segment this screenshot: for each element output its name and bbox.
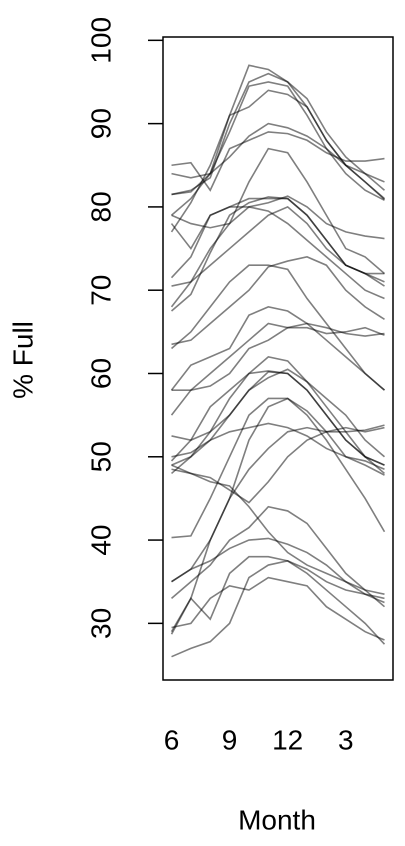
y-tick-label: 100 xyxy=(85,17,116,64)
series-line xyxy=(171,424,385,583)
series-line xyxy=(171,426,385,504)
series-line xyxy=(171,464,385,595)
x-axis-label: Month xyxy=(238,804,316,835)
series-line xyxy=(170,397,385,635)
series-line xyxy=(171,131,385,192)
series-line xyxy=(170,370,385,466)
series-line xyxy=(171,355,386,475)
series-line xyxy=(171,397,386,539)
y-tick-label: 70 xyxy=(85,275,116,306)
series-line xyxy=(171,576,385,641)
series-line xyxy=(171,370,385,466)
series-line xyxy=(171,256,385,346)
series-line xyxy=(170,555,385,633)
y-tick-label: 90 xyxy=(85,108,116,139)
series-line xyxy=(170,89,386,233)
y-tick-label: 40 xyxy=(85,524,116,555)
plot-frame xyxy=(162,36,394,681)
series-line xyxy=(170,368,386,475)
series-line xyxy=(171,560,386,658)
x-tick-label: 6 xyxy=(164,724,180,755)
y-axis-label: % Full xyxy=(7,321,38,399)
series-line xyxy=(170,206,385,300)
series-line xyxy=(170,196,385,312)
x-tick-label: 3 xyxy=(338,724,354,755)
series-line xyxy=(170,81,385,216)
series-line xyxy=(171,322,385,391)
y-tick-label: 30 xyxy=(85,608,116,639)
series-line xyxy=(170,505,386,608)
series-line xyxy=(171,72,386,196)
y-tick-label: 50 xyxy=(85,441,116,472)
series-line xyxy=(171,205,385,287)
x-tick-label: 12 xyxy=(272,724,303,755)
series-line xyxy=(170,264,386,391)
y-tick-label: 60 xyxy=(85,358,116,389)
series-line xyxy=(170,195,385,308)
series-line xyxy=(170,306,386,391)
series-line xyxy=(170,322,385,416)
y-tick-label: 80 xyxy=(85,191,116,222)
x-tick-label: 9 xyxy=(222,724,238,755)
series-line xyxy=(171,537,385,604)
series-line xyxy=(171,122,385,183)
series-line xyxy=(171,147,386,275)
